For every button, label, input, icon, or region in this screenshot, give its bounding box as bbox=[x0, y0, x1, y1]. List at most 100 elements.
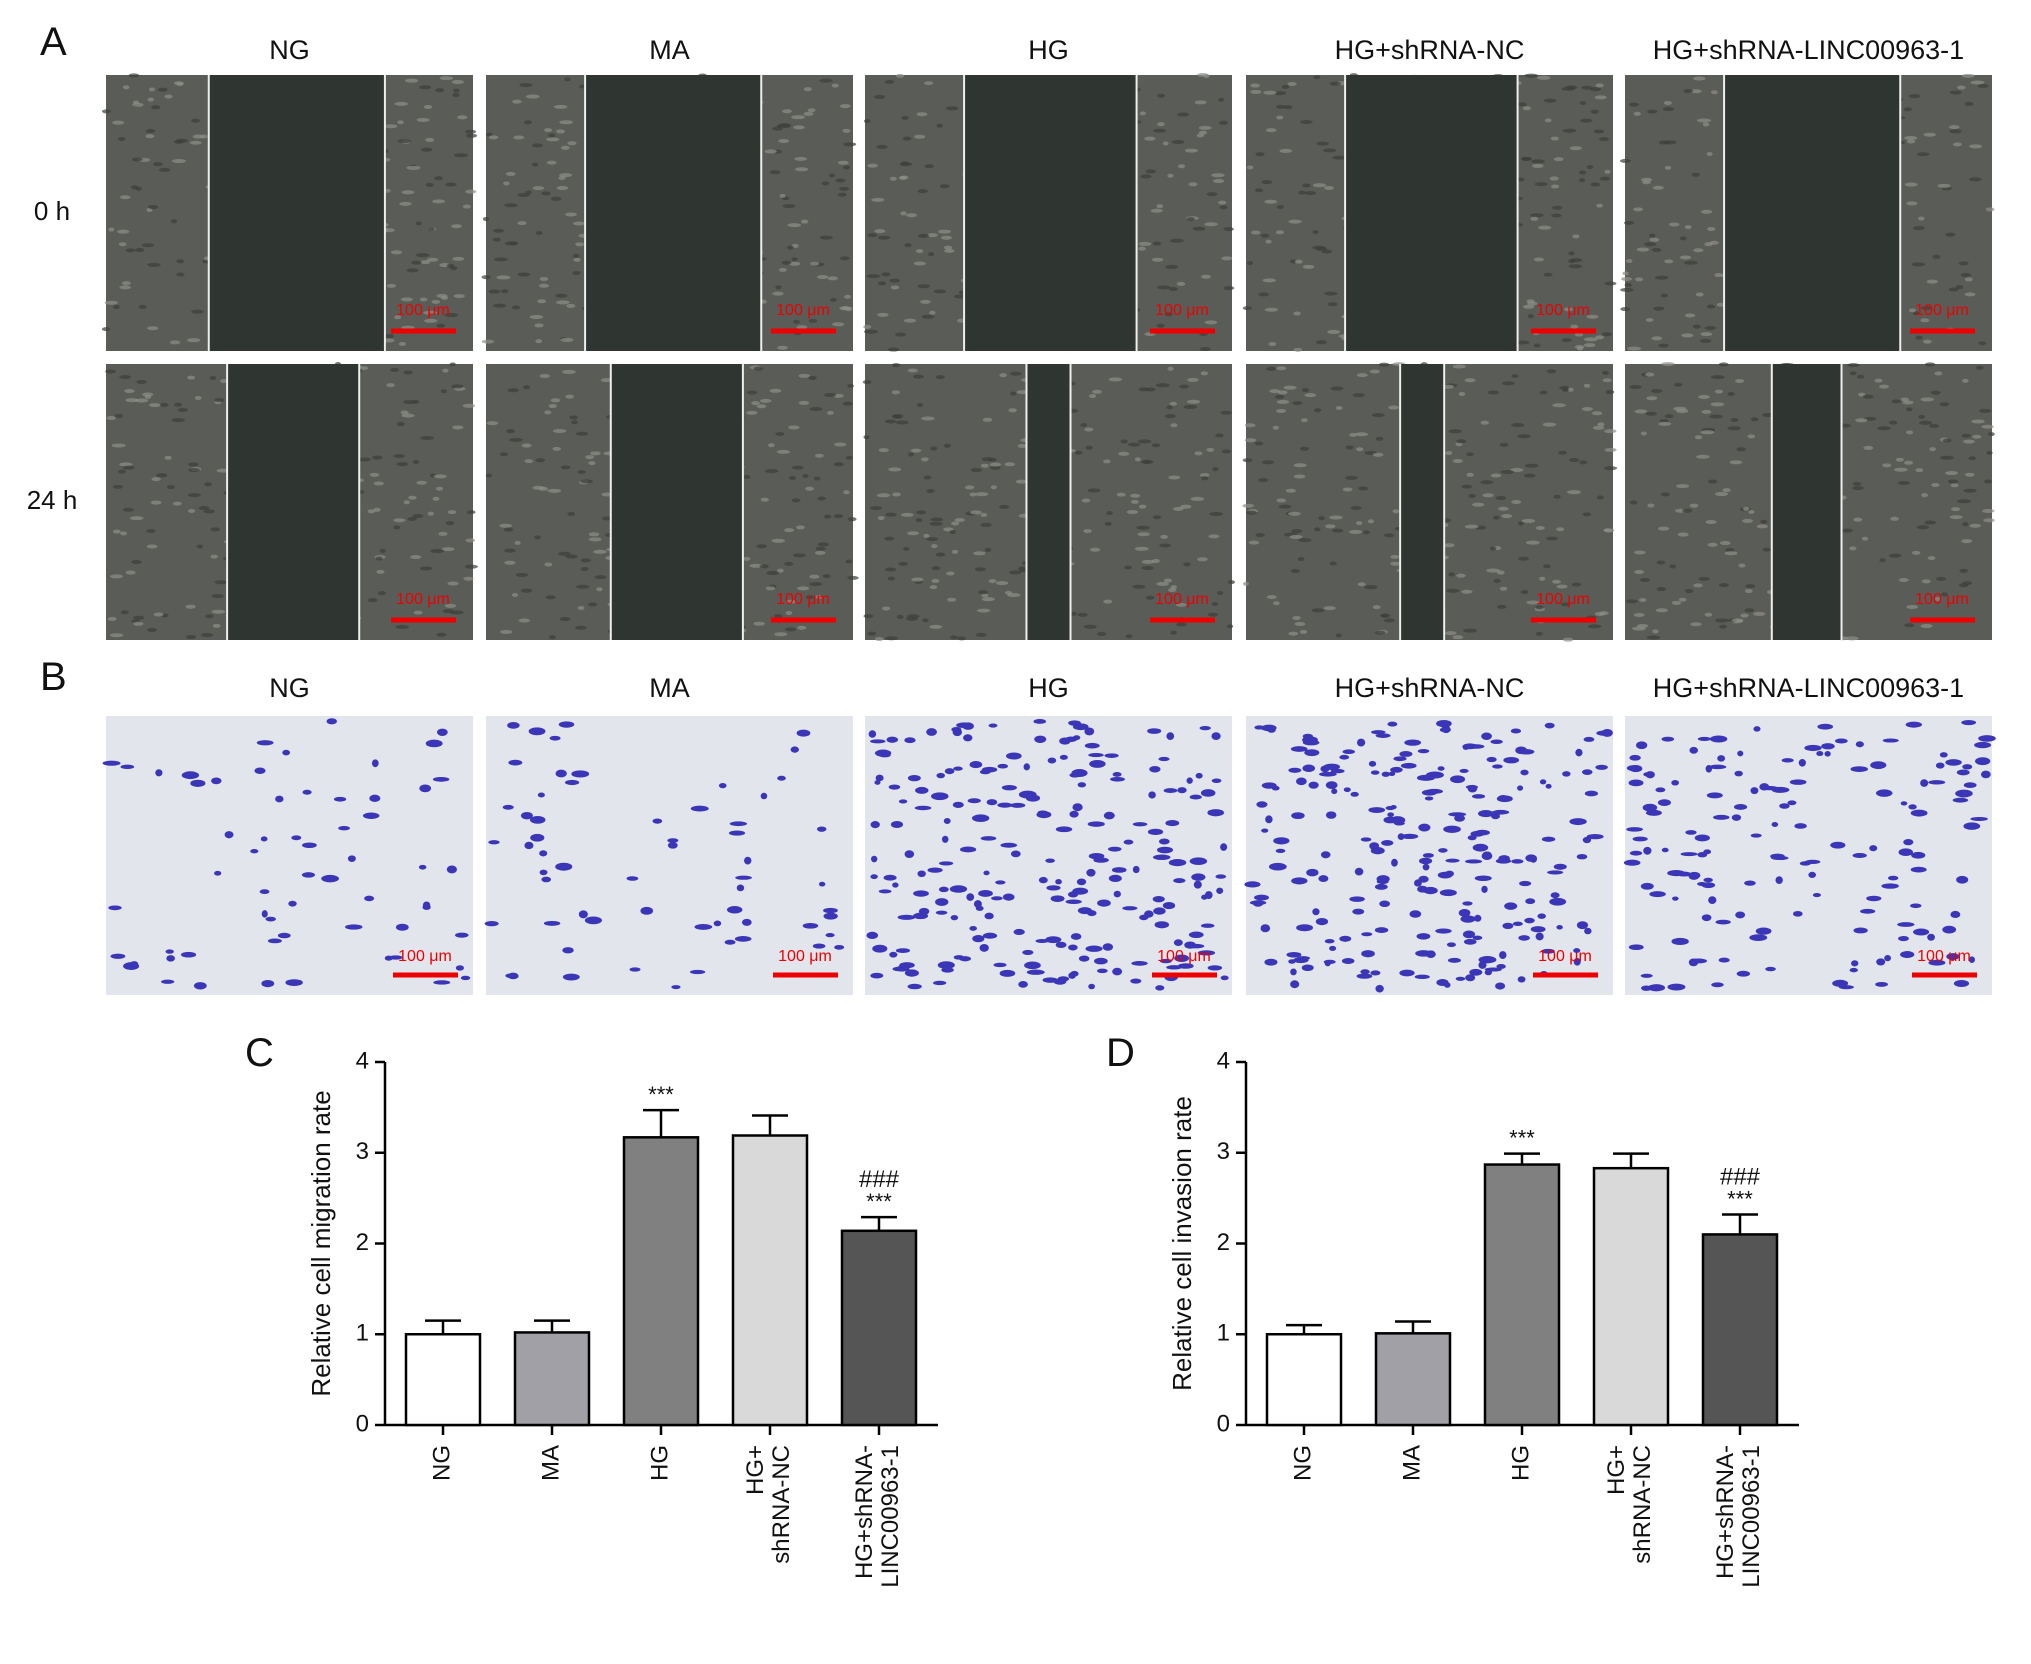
cell bbox=[436, 632, 447, 637]
cell bbox=[1388, 405, 1400, 410]
cell bbox=[1288, 219, 1302, 224]
stained-cell bbox=[898, 963, 907, 972]
cell bbox=[1663, 140, 1677, 145]
cell bbox=[1138, 504, 1147, 509]
stained-cell bbox=[1851, 960, 1859, 967]
cell bbox=[1981, 424, 1994, 429]
cell bbox=[1530, 216, 1539, 221]
stained-cell bbox=[1108, 874, 1122, 883]
cell bbox=[1255, 152, 1265, 157]
stained-cell bbox=[1643, 846, 1652, 855]
cell bbox=[1701, 409, 1712, 414]
cell bbox=[548, 404, 557, 409]
cell bbox=[1324, 185, 1334, 190]
cell bbox=[1927, 556, 1936, 561]
cell bbox=[903, 546, 910, 551]
cell bbox=[1550, 184, 1560, 189]
stained-cell bbox=[1393, 756, 1407, 762]
stained-cell bbox=[1446, 942, 1456, 948]
stained-cell bbox=[110, 953, 126, 959]
stained-cell bbox=[371, 759, 379, 768]
stained-cell bbox=[1383, 816, 1397, 824]
cell bbox=[1629, 385, 1642, 390]
stained-cell bbox=[969, 761, 983, 769]
stained-cell bbox=[1464, 859, 1483, 864]
cell bbox=[1592, 425, 1605, 430]
stained-cell bbox=[1123, 839, 1134, 845]
cell bbox=[1163, 578, 1173, 583]
stained-cell bbox=[1701, 882, 1716, 889]
stained-cell bbox=[1945, 759, 1962, 766]
stained-cell bbox=[1162, 901, 1176, 910]
stained-cell bbox=[1601, 729, 1613, 737]
stained-cell bbox=[1339, 935, 1352, 942]
cell bbox=[1552, 403, 1566, 408]
y-tick-label: 2 bbox=[1217, 1229, 1230, 1256]
stained-cell bbox=[1517, 976, 1526, 983]
cell bbox=[531, 143, 544, 148]
cell bbox=[1698, 576, 1710, 581]
cell bbox=[743, 556, 751, 561]
stained-cell bbox=[1779, 803, 1790, 809]
cell bbox=[561, 369, 576, 374]
stained-cell bbox=[796, 729, 811, 737]
cell bbox=[778, 267, 787, 272]
cell bbox=[1318, 516, 1325, 521]
cell bbox=[577, 469, 586, 474]
cell bbox=[1624, 282, 1632, 287]
column-label: HG+shRNA-LINC00963-1 bbox=[1653, 673, 1964, 703]
cell bbox=[485, 473, 492, 478]
cell bbox=[1903, 107, 1912, 112]
cell bbox=[1961, 539, 1973, 544]
cell bbox=[1265, 366, 1277, 371]
cell bbox=[185, 635, 197, 640]
cell bbox=[1493, 578, 1501, 583]
cell bbox=[1602, 378, 1612, 383]
stained-cell bbox=[1910, 809, 1928, 817]
stained-cell bbox=[777, 775, 786, 781]
cell bbox=[575, 584, 590, 589]
stained-cell bbox=[1330, 768, 1345, 774]
cell bbox=[753, 366, 764, 371]
stained-cell bbox=[1034, 735, 1047, 743]
cell bbox=[149, 403, 161, 408]
cell bbox=[1960, 273, 1972, 278]
cell bbox=[412, 513, 424, 518]
stained-cell bbox=[1046, 885, 1061, 891]
cell bbox=[1009, 371, 1022, 376]
cell bbox=[1537, 75, 1551, 80]
cell bbox=[898, 561, 908, 566]
stained-cell bbox=[1035, 938, 1049, 944]
stained-cell bbox=[541, 876, 552, 883]
cell bbox=[192, 134, 204, 139]
stained-cell bbox=[1688, 871, 1701, 880]
stained-cell bbox=[488, 840, 500, 845]
y-tick-label: 0 bbox=[356, 1410, 369, 1437]
cell bbox=[390, 367, 400, 372]
stained-cell bbox=[155, 769, 163, 777]
cell bbox=[1329, 515, 1343, 520]
cell bbox=[796, 525, 805, 530]
stained-cell bbox=[288, 900, 297, 907]
cell bbox=[1311, 608, 1325, 613]
stained-cell bbox=[1905, 721, 1923, 728]
stained-cell bbox=[1312, 908, 1320, 916]
cell bbox=[1748, 509, 1755, 514]
stained-cell bbox=[1375, 984, 1384, 993]
cell bbox=[419, 297, 428, 302]
cell bbox=[1312, 230, 1319, 235]
cell bbox=[915, 518, 923, 523]
stained-cell bbox=[1166, 732, 1175, 740]
cell bbox=[1294, 259, 1303, 264]
stained-cell bbox=[1158, 756, 1170, 762]
cell bbox=[1445, 450, 1453, 455]
cell bbox=[1304, 191, 1317, 196]
cell bbox=[1742, 518, 1754, 523]
cell bbox=[1155, 383, 1170, 388]
cell bbox=[1692, 324, 1701, 329]
cell bbox=[1269, 389, 1281, 394]
stained-cell bbox=[211, 777, 222, 785]
cell bbox=[1364, 585, 1378, 590]
stained-cell bbox=[1789, 779, 1807, 785]
stained-cell bbox=[1549, 897, 1567, 906]
